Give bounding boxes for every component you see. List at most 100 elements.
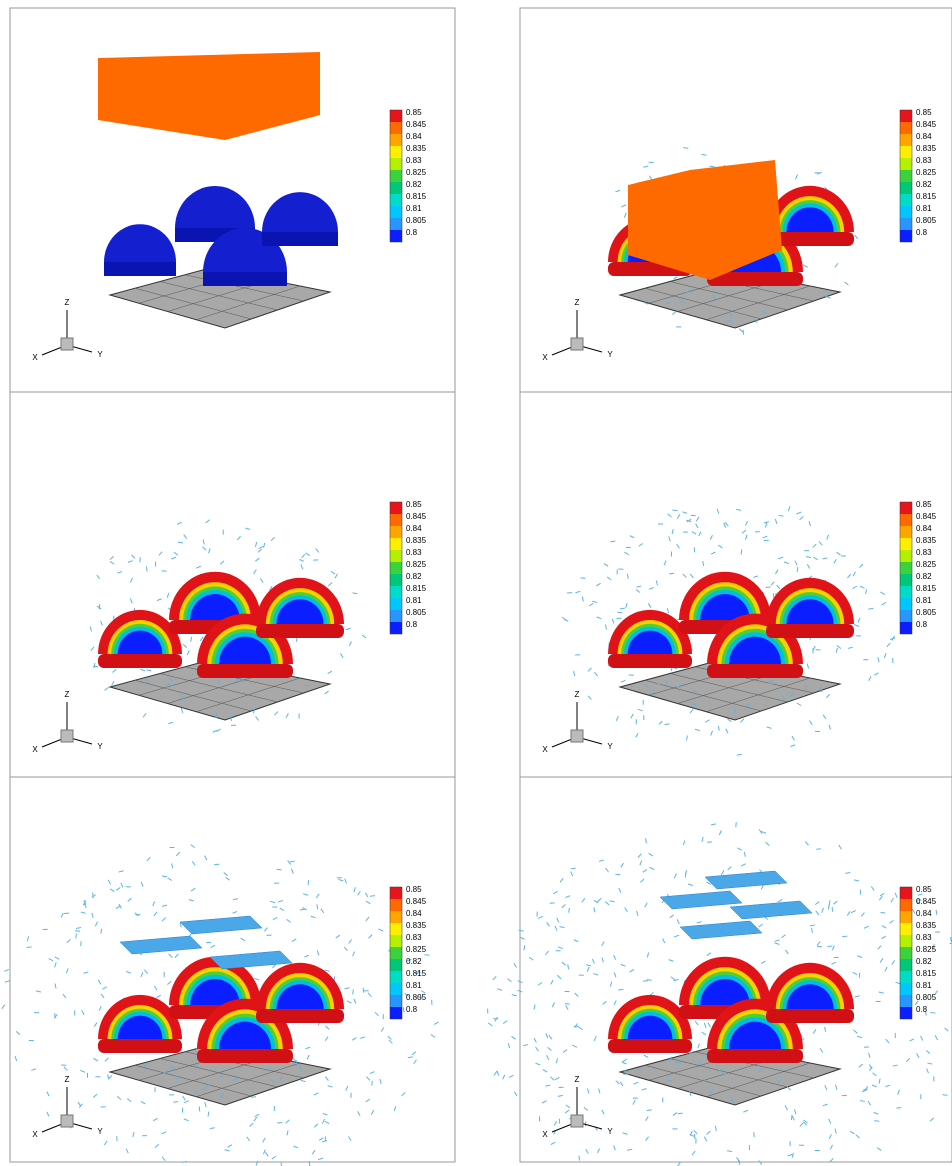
vector-dash [617, 618, 622, 619]
colorbar-label: 0.8 [406, 620, 418, 629]
colorbar-label: 0.81 [916, 204, 932, 213]
colorbar-swatch [900, 622, 912, 634]
hump-base [256, 1009, 344, 1023]
colorbar-label: 0.835 [406, 921, 427, 930]
vector-dash [509, 1075, 513, 1077]
vector-dash [403, 1007, 404, 1012]
colorbar-swatch [900, 526, 912, 538]
colorbar-swatch [900, 538, 912, 550]
hump-base [197, 664, 293, 678]
colorbar-swatch [900, 122, 912, 134]
vector-dash [497, 989, 502, 991]
colorbar-label: 0.835 [916, 144, 937, 153]
axis-cube [61, 338, 73, 350]
colorbar-swatch [390, 598, 402, 610]
vector-dash [251, 1097, 256, 1098]
colorbar-label: 0.805 [916, 216, 937, 225]
colorbar-swatch [390, 935, 402, 947]
hump-base [262, 232, 338, 246]
axis-label: X [542, 1130, 548, 1139]
axis-label: Y [97, 350, 103, 359]
vector-dash [277, 1122, 282, 1123]
vector-dash [743, 330, 744, 335]
colorbar-label: 0.825 [916, 945, 937, 954]
vector-dash [896, 1108, 901, 1109]
colorbar-swatch [900, 610, 912, 622]
colorbar-label: 0.835 [916, 536, 937, 545]
colorbar-swatch [900, 146, 912, 158]
colorbar-label: 0.825 [916, 168, 937, 177]
colorbar-label: 0.845 [406, 120, 427, 129]
panel: ZXY0.850.8450.840.8350.830.8250.820.8150… [2, 777, 455, 1166]
colorbar-swatch [390, 110, 402, 122]
axis-label: Y [97, 742, 103, 751]
colorbar-label: 0.85 [916, 500, 932, 509]
colorbar-swatch [390, 134, 402, 146]
vector-dash [812, 928, 813, 933]
axis-cube [61, 1115, 73, 1127]
colorbar-swatch [900, 574, 912, 586]
panel: ZXY0.850.8450.840.8350.830.8250.820.8150… [520, 392, 952, 777]
colorbar-swatch [900, 971, 912, 983]
colorbar-swatch [900, 194, 912, 206]
axis-label: Y [97, 1127, 103, 1136]
colorbar-swatch [390, 983, 402, 995]
colorbar-label: 0.82 [916, 572, 932, 581]
colorbar-swatch [900, 887, 912, 899]
vector-dash [629, 675, 634, 676]
colorbar-label: 0.83 [916, 933, 932, 942]
colorbar-label: 0.845 [916, 512, 937, 521]
vector-dash [646, 838, 647, 843]
colorbar-label: 0.805 [916, 608, 937, 617]
hump-base [197, 1049, 293, 1063]
colorbar-label: 0.805 [406, 608, 427, 617]
colorbar-swatch [390, 899, 402, 911]
colorbar-label: 0.8 [406, 228, 418, 237]
vector-dash [494, 1071, 497, 1075]
figure: ZXY0.850.8450.840.8350.830.8250.820.8150… [0, 0, 952, 1166]
colorbar-swatch [390, 959, 402, 971]
colorbar-label: 0.805 [406, 216, 427, 225]
colorbar-swatch [390, 146, 402, 158]
vector-dash [178, 542, 183, 543]
colorbar-swatch [390, 206, 402, 218]
colorbar-label: 0.8 [916, 1005, 928, 1014]
colorbar-label: 0.84 [916, 909, 932, 918]
vector-dash [308, 880, 309, 885]
colorbar-swatch [390, 122, 402, 134]
colorbar-swatch [900, 983, 912, 995]
colorbar-label: 0.81 [406, 204, 422, 213]
axis-label: Y [607, 1127, 613, 1136]
colorbar-label: 0.85 [916, 885, 932, 894]
colorbar-swatch [900, 502, 912, 514]
vector-dash [617, 612, 622, 613]
colorbar-label: 0.835 [406, 144, 427, 153]
vector-dash [694, 547, 695, 552]
colorbar-swatch [900, 134, 912, 146]
colorbar-swatch [390, 923, 402, 935]
vector-dash [624, 1071, 629, 1072]
colorbar-swatch [390, 538, 402, 550]
hump-base [256, 624, 344, 638]
vector-dash [709, 166, 714, 167]
colorbar-label: 0.805 [916, 993, 937, 1002]
axis-cube [571, 338, 583, 350]
colorbar-swatch [390, 218, 402, 230]
colorbar-swatch [900, 923, 912, 935]
vector-dash [512, 1036, 516, 1039]
hump-base [608, 1039, 692, 1053]
colorbar-label: 0.8 [406, 1005, 418, 1014]
colorbar-swatch [390, 1007, 402, 1019]
colorbar-label: 0.83 [406, 933, 422, 942]
colorbar-swatch [390, 911, 402, 923]
hump-base [98, 654, 182, 668]
hump-base [98, 1039, 182, 1053]
colorbar-swatch [900, 110, 912, 122]
colorbar-swatch [390, 610, 402, 622]
vector-dash [741, 549, 742, 554]
axis-label: Y [607, 350, 613, 359]
colorbar-label: 0.84 [406, 524, 422, 533]
vector-dash [27, 947, 32, 948]
vector-dash [881, 912, 886, 913]
